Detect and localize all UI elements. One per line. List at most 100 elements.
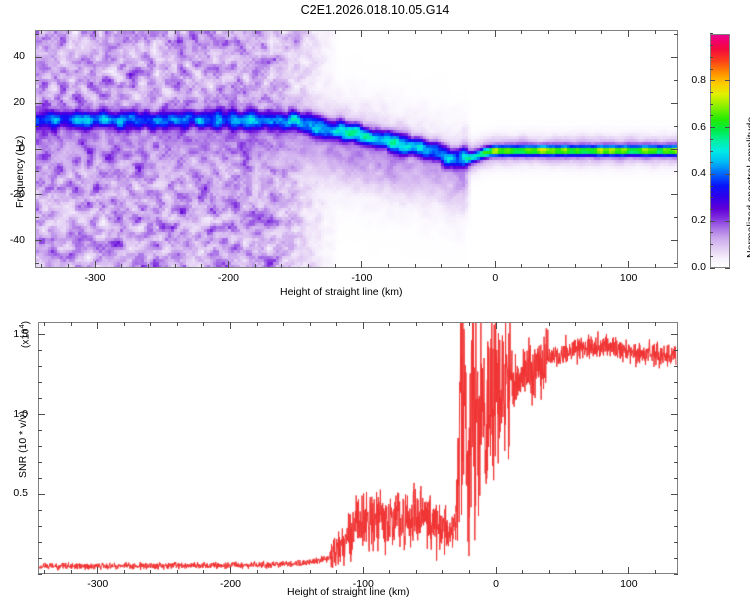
x-minor-tick-top (148, 30, 149, 34)
colorbar-tick-right (725, 268, 730, 269)
y-tick-label: 0 (19, 142, 25, 154)
x-minor-tick (548, 264, 549, 268)
colorbar-minor-tick (710, 209, 713, 210)
x-tick-label: -300 (87, 578, 109, 590)
x-minor-tick (442, 570, 443, 574)
x-minor-tick (335, 264, 336, 268)
x-major-tick-top (361, 30, 362, 37)
colorbar-tick-right (725, 127, 730, 128)
colorbar-minor-tick (710, 232, 713, 233)
x-minor-tick (308, 264, 309, 268)
y-major-tick (38, 414, 45, 415)
spectrogram-axes (35, 30, 678, 268)
x-minor-tick-top (44, 322, 45, 326)
x-major-tick (97, 567, 98, 574)
y-minor-tick-right (674, 171, 678, 172)
x-minor-tick-top (283, 322, 284, 326)
y-major-tick (38, 334, 45, 335)
x-minor-tick (203, 570, 204, 574)
x-minor-tick-top (68, 30, 69, 34)
y-minor-tick-right (674, 366, 678, 367)
x-tick-label: -200 (220, 578, 242, 590)
x-minor-tick-top (521, 30, 522, 34)
x-minor-tick (310, 570, 311, 574)
colorbar-tick-label: 0.6 (691, 120, 706, 133)
colorbar-minor-tick (710, 151, 713, 152)
snr-y-exponent-label: (x104) (17, 321, 31, 348)
y-minor-tick-right (674, 34, 678, 35)
y-minor-tick (35, 217, 39, 218)
x-minor-tick (44, 570, 45, 574)
y-minor-tick-right (674, 446, 678, 447)
colorbar-tick (710, 127, 715, 128)
x-minor-tick (655, 570, 656, 574)
x-major-tick-top (230, 322, 231, 329)
y-major-tick (35, 103, 42, 104)
x-minor-tick (469, 570, 470, 574)
x-minor-tick-top (281, 30, 282, 34)
x-tick-label: 0 (493, 578, 499, 590)
x-minor-tick (175, 264, 176, 268)
snr-x-axis-label: Height of straight line (km) (287, 586, 410, 598)
x-minor-tick (71, 570, 72, 574)
colorbar-tick-label: 0.2 (691, 214, 706, 227)
x-minor-tick (601, 264, 602, 268)
spectrogram-y-axis-label: Frequency (Hz) (14, 135, 26, 208)
colorbar-minor-tick (710, 186, 713, 187)
colorbar-minor-tick (710, 33, 713, 34)
spectrogram-image (36, 31, 677, 267)
x-minor-tick (388, 264, 389, 268)
x-minor-tick-top (655, 30, 656, 34)
page-title: C2E1.2026.018.10.05.G14 (300, 3, 450, 17)
colorbar-tick-label: 0.0 (691, 261, 706, 273)
y-minor-tick-right (674, 462, 678, 463)
y-major-tick-right (671, 194, 678, 195)
x-minor-tick-top (575, 322, 576, 326)
y-tick-label: 0.5 (13, 487, 28, 500)
y-major-tick (35, 194, 42, 195)
y-minor-tick-right (674, 126, 678, 127)
y-minor-tick-right (674, 398, 678, 399)
colorbar-minor-tick (710, 115, 713, 116)
x-major-tick-top (495, 30, 496, 37)
x-minor-tick-top (522, 322, 523, 326)
colorbar-tick-right (725, 80, 730, 81)
x-minor-tick (124, 570, 125, 574)
colorbar-tick (710, 221, 715, 222)
x-minor-tick-top (441, 30, 442, 34)
x-minor-tick (415, 264, 416, 268)
y-minor-tick-right (674, 382, 678, 383)
x-major-tick (95, 261, 96, 268)
x-minor-tick (255, 264, 256, 268)
x-minor-tick-top (71, 322, 72, 326)
x-minor-tick (389, 570, 390, 574)
colorbar-minor-tick (710, 256, 713, 257)
colorbar-tick (710, 80, 715, 81)
x-major-tick (361, 261, 362, 268)
x-major-tick (628, 261, 629, 268)
colorbar-tick-label: 0.8 (691, 73, 706, 86)
y-tick-label: 20 (13, 96, 25, 109)
x-major-tick-top (97, 322, 98, 329)
x-minor-tick (549, 570, 550, 574)
colorbar-gradient (711, 35, 729, 267)
x-major-tick (230, 567, 231, 574)
x-minor-tick (41, 264, 42, 268)
x-minor-tick (121, 264, 122, 268)
y-minor-tick-right (674, 80, 678, 81)
y-minor-tick (35, 263, 39, 264)
colorbar-minor-tick (710, 104, 713, 105)
y-minor-tick (38, 542, 42, 543)
exponent-prefix: (x10 (20, 328, 32, 348)
exponent-value: 4 (17, 324, 26, 329)
y-major-tick-right (671, 149, 678, 150)
x-major-tick (628, 567, 629, 574)
x-tick-label: 0 (492, 272, 499, 284)
colorbar-tick-right (725, 221, 730, 222)
x-minor-tick-top (121, 30, 122, 34)
x-minor-tick (441, 264, 442, 268)
exponent-suffix: ) (20, 321, 32, 325)
x-minor-tick-top (308, 30, 309, 34)
x-major-tick-top (628, 322, 629, 329)
